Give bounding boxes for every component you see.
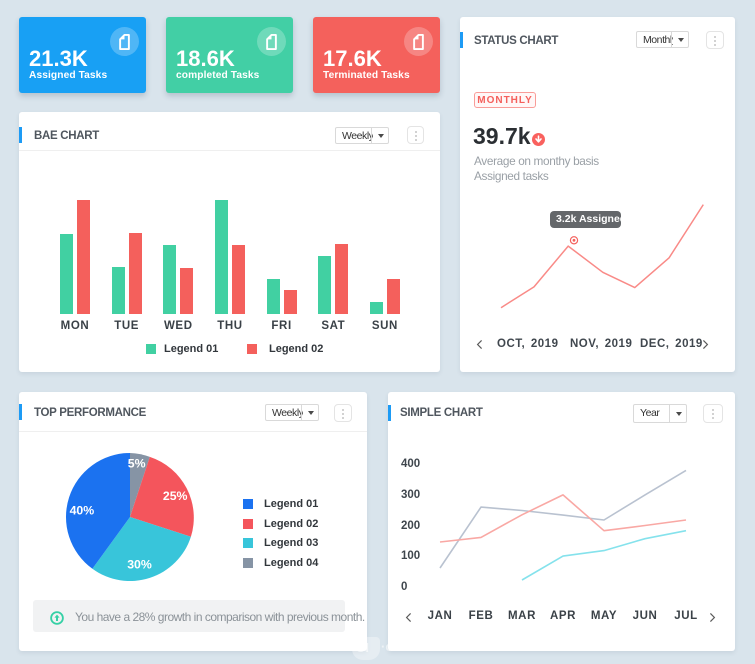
svg-text:40%: 40% — [70, 503, 95, 517]
svg-text:5%: 5% — [128, 456, 146, 470]
svg-text:25%: 25% — [163, 489, 188, 503]
svg-text:30%: 30% — [127, 558, 152, 572]
